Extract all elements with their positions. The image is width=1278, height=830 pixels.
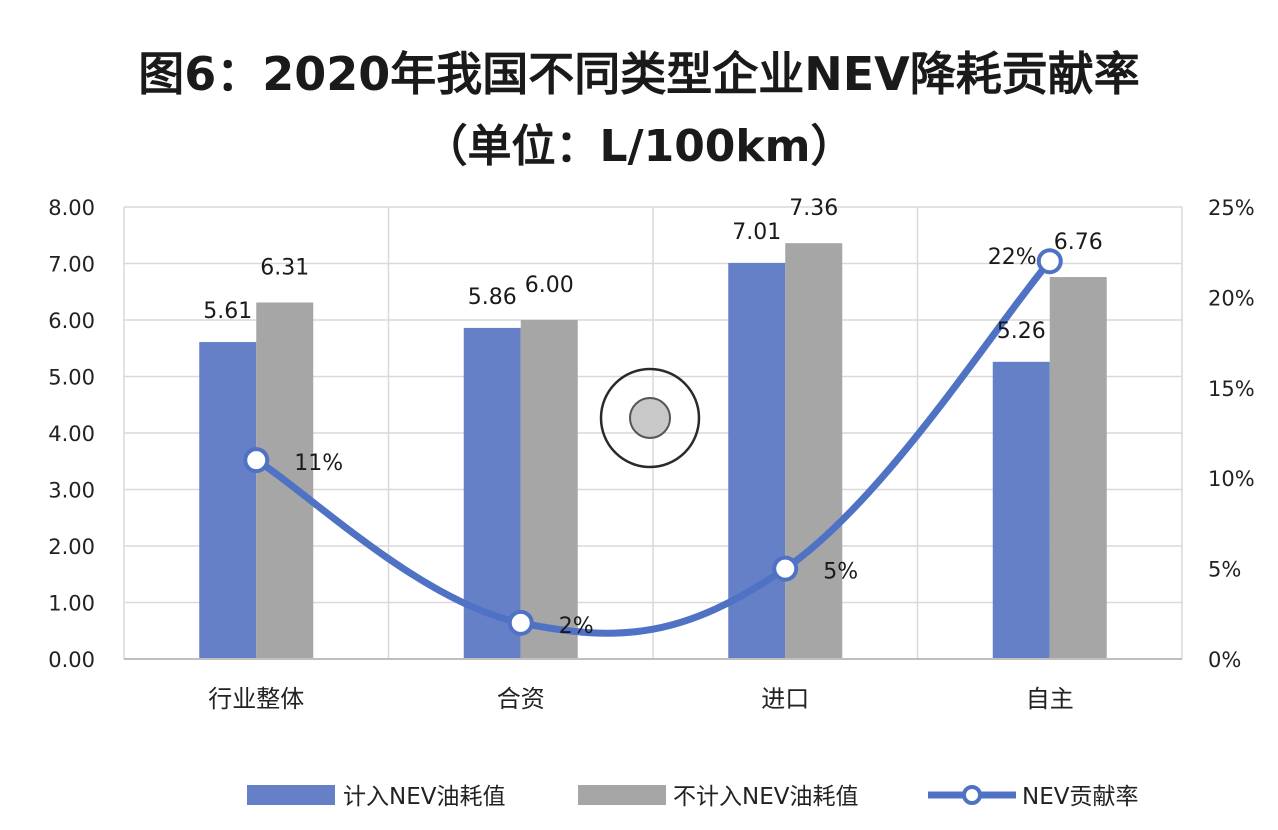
- contribution-line-path: [252, 257, 1054, 637]
- x-tick-label: 进口: [761, 685, 809, 713]
- bar-data-label: 7.36: [789, 196, 838, 221]
- y-left-tick-label: 7.00: [48, 253, 95, 277]
- bar: [992, 361, 1050, 659]
- y-right-tick-label: 5%: [1208, 558, 1241, 582]
- bar: [728, 262, 786, 659]
- y-left-tick-label: 2.00: [48, 535, 95, 559]
- data-labels: 5.61 5.86 7.01 5.26 6.31 6.00 7.36 6.76 11% 2% 5% 2…: [203, 196, 1102, 639]
- x-tick-label: 行业整体: [208, 685, 304, 713]
- line-data-label: 5%: [823, 560, 858, 585]
- bar-data-label: 6.76: [1054, 230, 1103, 255]
- contribution-line: [243, 248, 1063, 637]
- y-left-tick-label: 5.00: [48, 366, 95, 390]
- cursor-indicator: [599, 367, 701, 469]
- x-tick-label: 合资: [497, 685, 545, 713]
- y-left-tick-label: 4.00: [48, 422, 95, 446]
- legend-label: 不计入NEV油耗值: [673, 784, 858, 810]
- y-right-tick-label: 15%: [1208, 377, 1255, 401]
- y-left-tick-label: 0.00: [48, 648, 95, 672]
- line-point: [772, 555, 799, 582]
- bars: [199, 243, 1107, 659]
- bar-data-label: 6.00: [525, 273, 574, 298]
- bar-data-label: 5.61: [203, 299, 252, 324]
- bar: [785, 243, 843, 659]
- y-right-tick-label: 10%: [1208, 467, 1255, 491]
- bar: [199, 342, 257, 659]
- line-data-label: 11%: [294, 451, 343, 476]
- cursor-dot: [629, 397, 671, 439]
- y-right-tick-label: 0%: [1208, 648, 1241, 672]
- legend-swatch-bar2: [578, 785, 666, 805]
- chart-title: 图6：2020年我国不同类型企业NEV降耗贡献率: [138, 47, 1140, 101]
- y-right-tick-label: 25%: [1208, 196, 1255, 220]
- axes: 0.00 1.00 2.00 3.00 4.00 5.00 6.00 7.00 8.00 0% 5%…: [48, 196, 1254, 713]
- legend-label: NEV贡献率: [1022, 784, 1138, 810]
- legend-swatch-marker: [962, 785, 982, 805]
- bar-data-label: 5.86: [468, 285, 517, 310]
- y-left-tick-label: 6.00: [48, 309, 95, 333]
- x-tick-label: 自主: [1026, 685, 1074, 713]
- bar-data-label: 6.31: [260, 255, 309, 280]
- bar-data-label: 5.26: [997, 319, 1046, 344]
- line-data-label: 2%: [559, 614, 594, 639]
- y-left-tick-label: 1.00: [48, 592, 95, 616]
- bar: [520, 320, 578, 659]
- line-data-label: 22%: [988, 245, 1037, 270]
- line-point: [507, 609, 534, 636]
- legend-label: 计入NEV油耗值: [343, 784, 505, 810]
- cursor-ring: [599, 367, 701, 469]
- y-left-tick-label: 3.00: [48, 479, 95, 503]
- line-point: [243, 447, 270, 474]
- line-point: [1036, 248, 1063, 275]
- chart-subtitle: （单位：L/100km）: [423, 121, 855, 172]
- y-left-tick-label: 8.00: [48, 196, 95, 220]
- y-right-tick-label: 20%: [1208, 286, 1255, 310]
- bar-data-label: 7.01: [732, 220, 781, 245]
- legend: 计入NEV油耗值 不计入NEV油耗值 NEV贡献率: [247, 784, 1138, 810]
- legend-swatch-bar1: [247, 785, 335, 805]
- bar: [1049, 277, 1107, 659]
